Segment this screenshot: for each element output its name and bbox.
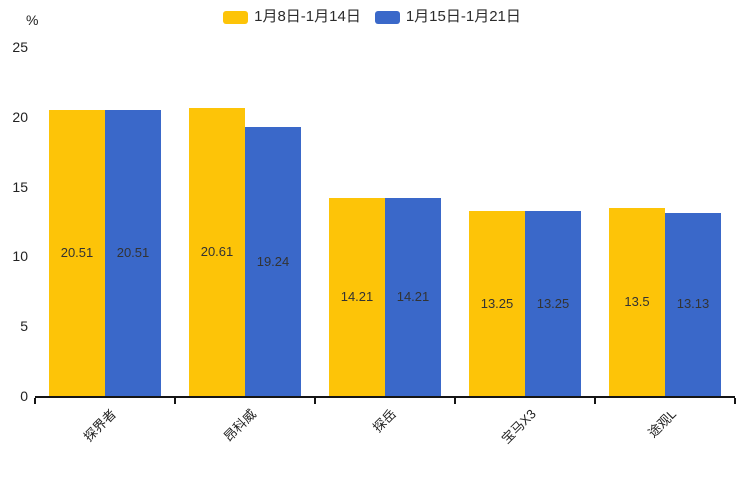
bar-value-label: 14.21 [340, 288, 374, 304]
y-axis-tick-label: 20 [12, 108, 28, 125]
y-axis-tick-label: 25 [12, 39, 28, 55]
bar-昂科威-s2 [245, 127, 301, 396]
x-axis-category-label: 途观L [644, 406, 679, 441]
bar-value-label: 20.61 [200, 244, 234, 260]
bar-途观L-s1 [609, 207, 665, 396]
x-axis-tick [454, 398, 456, 404]
bar-探界者-s1 [49, 109, 105, 396]
legend-item-week1[interactable]: 1月8日-1月14日 [223, 9, 361, 25]
bar-宝马X3-s2 [525, 211, 581, 396]
bar-探界者-s2 [105, 109, 161, 396]
bar-途观L-s2 [665, 212, 721, 396]
bar-value-label: 13.25 [536, 295, 570, 311]
y-axis-tick-label: 15 [12, 178, 28, 195]
legend: 1月8日-1月14日 1月15日-1月21日 [0, 6, 744, 28]
x-axis-tick [314, 398, 316, 404]
x-axis-category-label: 宝马X3 [498, 406, 539, 447]
legend-label-week2: 1月15日-1月21日 [405, 8, 521, 25]
legend-label-week1: 1月8日-1月14日 [254, 8, 361, 25]
x-axis-category-label: 昂科威 [220, 406, 259, 445]
x-axis-tick [734, 398, 736, 404]
legend-swatch-week2-icon [374, 10, 400, 24]
x-axis-line [35, 396, 735, 398]
y-axis-tick-label: 5 [20, 318, 28, 335]
y-axis-tick-label: 0 [20, 388, 28, 404]
y-axis-tick-label: 10 [12, 248, 28, 265]
bar-value-label: 19.24 [256, 253, 290, 269]
bar-value-label: 20.51 [116, 244, 150, 260]
legend-swatch-week1-icon [223, 10, 249, 24]
bar-value-label: 20.51 [60, 244, 94, 260]
legend-item-week2[interactable]: 1月15日-1月21日 [374, 8, 521, 25]
bar-value-label: 13.25 [480, 295, 514, 311]
bar-value-label: 13.5 [624, 293, 650, 309]
x-axis-category-label: 探岳 [369, 406, 399, 436]
x-axis-tick [34, 398, 36, 404]
bar-探岳-s1 [329, 197, 385, 396]
x-axis-category-label: 探界者 [80, 406, 119, 445]
bar-value-label: 13.13 [676, 296, 710, 312]
x-axis-tick [594, 398, 596, 404]
y-axis-unit-label: % [26, 12, 39, 28]
bar-宝马X3-s1 [469, 211, 525, 396]
bar-探岳-s2 [385, 197, 441, 396]
bar-value-label: 14.21 [396, 288, 430, 304]
bar-昂科威-s1 [189, 108, 245, 396]
x-axis-tick [174, 398, 176, 404]
